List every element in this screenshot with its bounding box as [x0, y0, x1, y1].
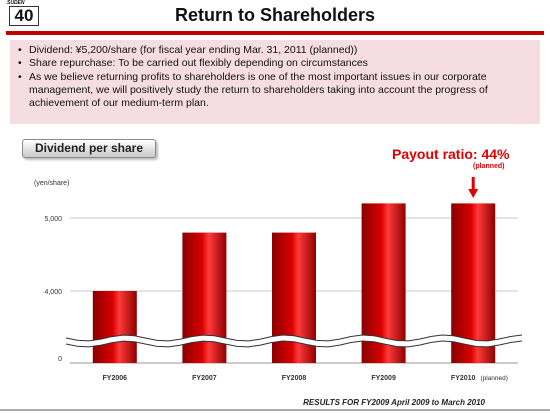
footer-line	[0, 409, 550, 411]
axis-break-line-top	[65, 334, 523, 342]
payout-arrow-head	[468, 189, 479, 198]
dividend-chart: (yen/share) 0 4,000 5,000 FY2006 FY2007 FY2008…	[34, 177, 523, 382]
x-tick-label: FY2006	[103, 375, 128, 382]
y-tick-label: 0	[58, 356, 62, 363]
y-unit-label: (yen/share)	[34, 180, 69, 187]
bullet-box: • Dividend: ¥5,200/share (for fiscal yea…	[10, 40, 540, 124]
x-tick-label: FY2009	[371, 375, 396, 382]
axis-break-line-bottom	[65, 340, 523, 348]
page-badge: SUDEN 40	[7, 0, 41, 28]
page-number: 40	[9, 6, 39, 26]
y-tick-label: 4,000	[44, 289, 62, 296]
page-title: Return to Shareholders	[174, 5, 376, 25]
x-tick-note: (planned)	[480, 375, 507, 382]
payout-ratio-note: (planned)	[473, 163, 505, 170]
payout-ratio-label: Payout ratio: 44%	[392, 146, 510, 162]
company-name: SUDEN	[7, 0, 25, 6]
title-divider	[6, 31, 544, 35]
bullet-text: Dividend: ¥5,200/share (for fiscal year …	[29, 44, 358, 56]
x-tick-label: FY2008	[282, 375, 307, 382]
y-tick-label: 5,000	[44, 216, 62, 223]
bullet-item: • Dividend: ¥5,200/share (for fiscal yea…	[18, 44, 532, 57]
x-tick-label: FY2007	[192, 375, 217, 382]
section-label: Dividend per share	[22, 139, 156, 158]
bullet-item: • Share repurchase: To be carried out fl…	[18, 57, 532, 70]
bullet-item: • As we believe returning profits to sha…	[18, 71, 532, 111]
footer-text: RESULTS FOR FY2009 April 2009 to March 2…	[300, 398, 488, 407]
bullet-dot: •	[18, 44, 22, 56]
bullet-text: Share repurchase: To be carried out flex…	[29, 57, 368, 70]
bullet-dot: •	[18, 70, 22, 83]
footer: RESULTS FOR FY2009 April 2009 to March 2…	[0, 398, 550, 413]
bullet-dot: •	[18, 57, 22, 70]
x-tick-label: FY2010	[451, 375, 476, 382]
bullet-text: As we believe returning profits to share…	[29, 70, 488, 110]
axis-break-band	[66, 335, 522, 347]
bar-fy2006	[92, 291, 137, 363]
